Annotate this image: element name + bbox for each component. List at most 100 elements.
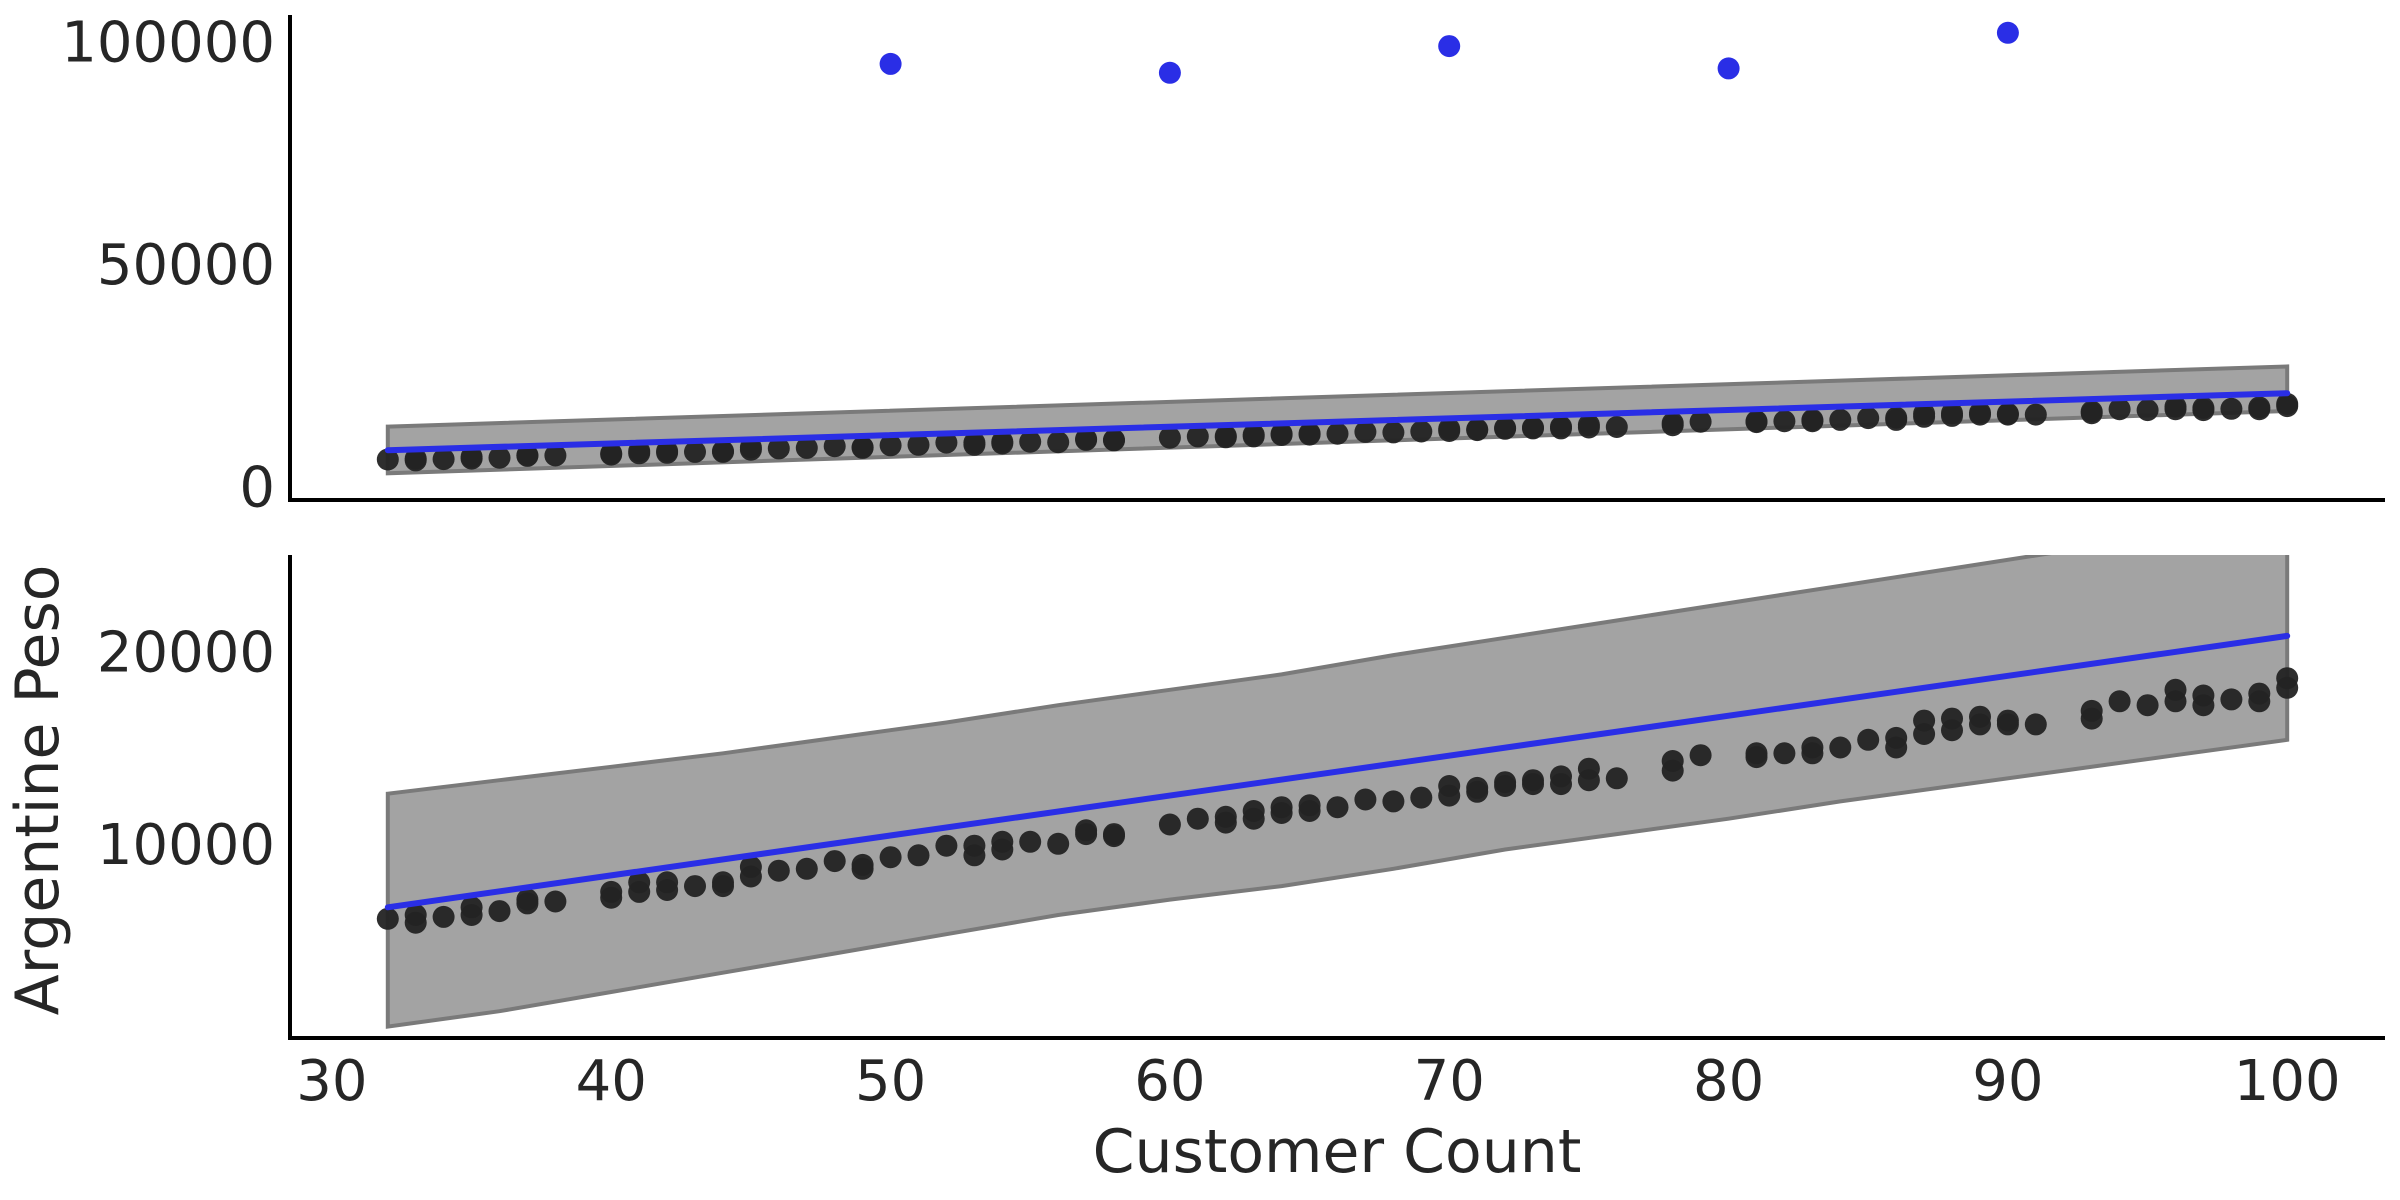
observed-point — [1801, 742, 1824, 765]
observed-point — [1075, 819, 1098, 842]
observed-point — [460, 445, 483, 468]
observed-point — [544, 890, 567, 913]
observed-point — [1913, 709, 1936, 732]
y-tick-label: 10000 — [97, 813, 275, 878]
observed-point — [823, 435, 846, 458]
observed-point — [1214, 424, 1237, 447]
observed-point — [2192, 684, 2215, 707]
observed-point — [2136, 694, 2159, 717]
observed-point — [600, 442, 623, 465]
x-tick-label: 100 — [2234, 1049, 2341, 1114]
observed-point — [2108, 398, 2131, 421]
observed-point — [1438, 417, 1461, 440]
observed-point — [712, 440, 734, 463]
outlier-point — [1158, 61, 1181, 84]
observed-point — [2248, 682, 2271, 705]
observed-point — [851, 857, 874, 880]
observed-point — [488, 446, 511, 469]
observed-point — [1773, 410, 1796, 433]
observed-point — [1354, 788, 1377, 811]
observed-point — [516, 892, 539, 915]
observed-point — [1550, 773, 1572, 796]
observed-point — [1801, 410, 1824, 433]
observed-point — [1326, 796, 1349, 819]
observed-point — [739, 855, 762, 878]
observed-point — [1689, 410, 1712, 433]
observed-point — [991, 830, 1014, 853]
observed-point — [432, 905, 455, 928]
observed-point — [516, 444, 539, 467]
observed-point — [1410, 420, 1433, 443]
outlier-point — [1717, 57, 1740, 80]
observed-point — [376, 448, 399, 471]
observed-point — [795, 857, 818, 880]
observed-point — [1019, 430, 1042, 453]
observed-point — [628, 871, 651, 894]
observed-point — [2108, 690, 2131, 713]
observed-point — [1382, 421, 1405, 444]
x-axis-ticks: 30 40 50 60 70 80 90 100 — [296, 1049, 2340, 1114]
x-tick-label: 30 — [296, 1049, 367, 1114]
observed-point — [963, 431, 986, 454]
observed-point — [1745, 746, 1768, 769]
observed-point — [1996, 713, 2019, 736]
y-tick-label: 50000 — [97, 233, 275, 298]
observed-point — [1186, 807, 1209, 830]
observed-point — [1186, 425, 1209, 448]
observed-point — [823, 850, 846, 873]
prediction-interval-band — [385, 555, 2290, 1029]
outlier-point — [1438, 35, 1461, 58]
observed-point — [684, 875, 706, 898]
observed-point — [1522, 417, 1544, 440]
observed-point — [1969, 705, 1991, 728]
x-tick-label: 60 — [1134, 1049, 1205, 1114]
fit-line — [384, 390, 2291, 454]
observed-point — [684, 440, 706, 463]
observed-point — [1270, 796, 1293, 819]
observed-point — [1158, 426, 1181, 449]
observed-point — [656, 871, 679, 894]
observed-point — [1689, 744, 1712, 767]
observed-point — [1885, 408, 1908, 431]
y-axis-label: Argentine Peso — [3, 565, 73, 1016]
observed-point — [1242, 800, 1265, 822]
observed-point — [907, 433, 930, 456]
observed-point — [2192, 396, 2215, 419]
observed-point — [1298, 422, 1321, 445]
y-tick-label: 20000 — [97, 620, 275, 685]
observed-point — [2220, 397, 2243, 420]
observed-point — [2024, 713, 2047, 736]
x-tick-label: 80 — [1693, 1049, 1764, 1114]
observed-point — [963, 834, 986, 857]
observed-point — [1745, 411, 1768, 434]
panel-bottom: 10000 20000 — [97, 555, 2385, 1040]
observed-point — [404, 447, 427, 470]
observed-point — [1466, 418, 1489, 441]
observed-point — [767, 859, 790, 882]
observed-point — [907, 844, 930, 867]
plot-area — [376, 21, 2299, 476]
observed-point — [767, 437, 790, 460]
x-tick-label: 70 — [1414, 1049, 1485, 1114]
observed-point — [1577, 416, 1600, 439]
observed-point — [1577, 769, 1600, 792]
observed-point — [1605, 767, 1628, 790]
observed-point — [1075, 428, 1098, 450]
observed-point — [879, 846, 902, 869]
observed-point — [1829, 736, 1852, 759]
observed-point — [991, 430, 1014, 453]
observed-point — [1103, 428, 1125, 451]
observed-point — [1941, 707, 1963, 730]
observed-point — [1913, 402, 1936, 425]
observed-point — [488, 900, 511, 923]
observed-point — [1661, 412, 1684, 434]
observed-point — [1857, 728, 1880, 751]
observed-point — [1438, 775, 1461, 797]
observed-point — [2164, 678, 2187, 701]
plot-area — [376, 555, 2299, 1029]
observed-point — [2024, 403, 2047, 426]
observed-point — [1466, 776, 1489, 799]
observed-point — [795, 436, 818, 459]
observed-point — [2080, 400, 2103, 423]
